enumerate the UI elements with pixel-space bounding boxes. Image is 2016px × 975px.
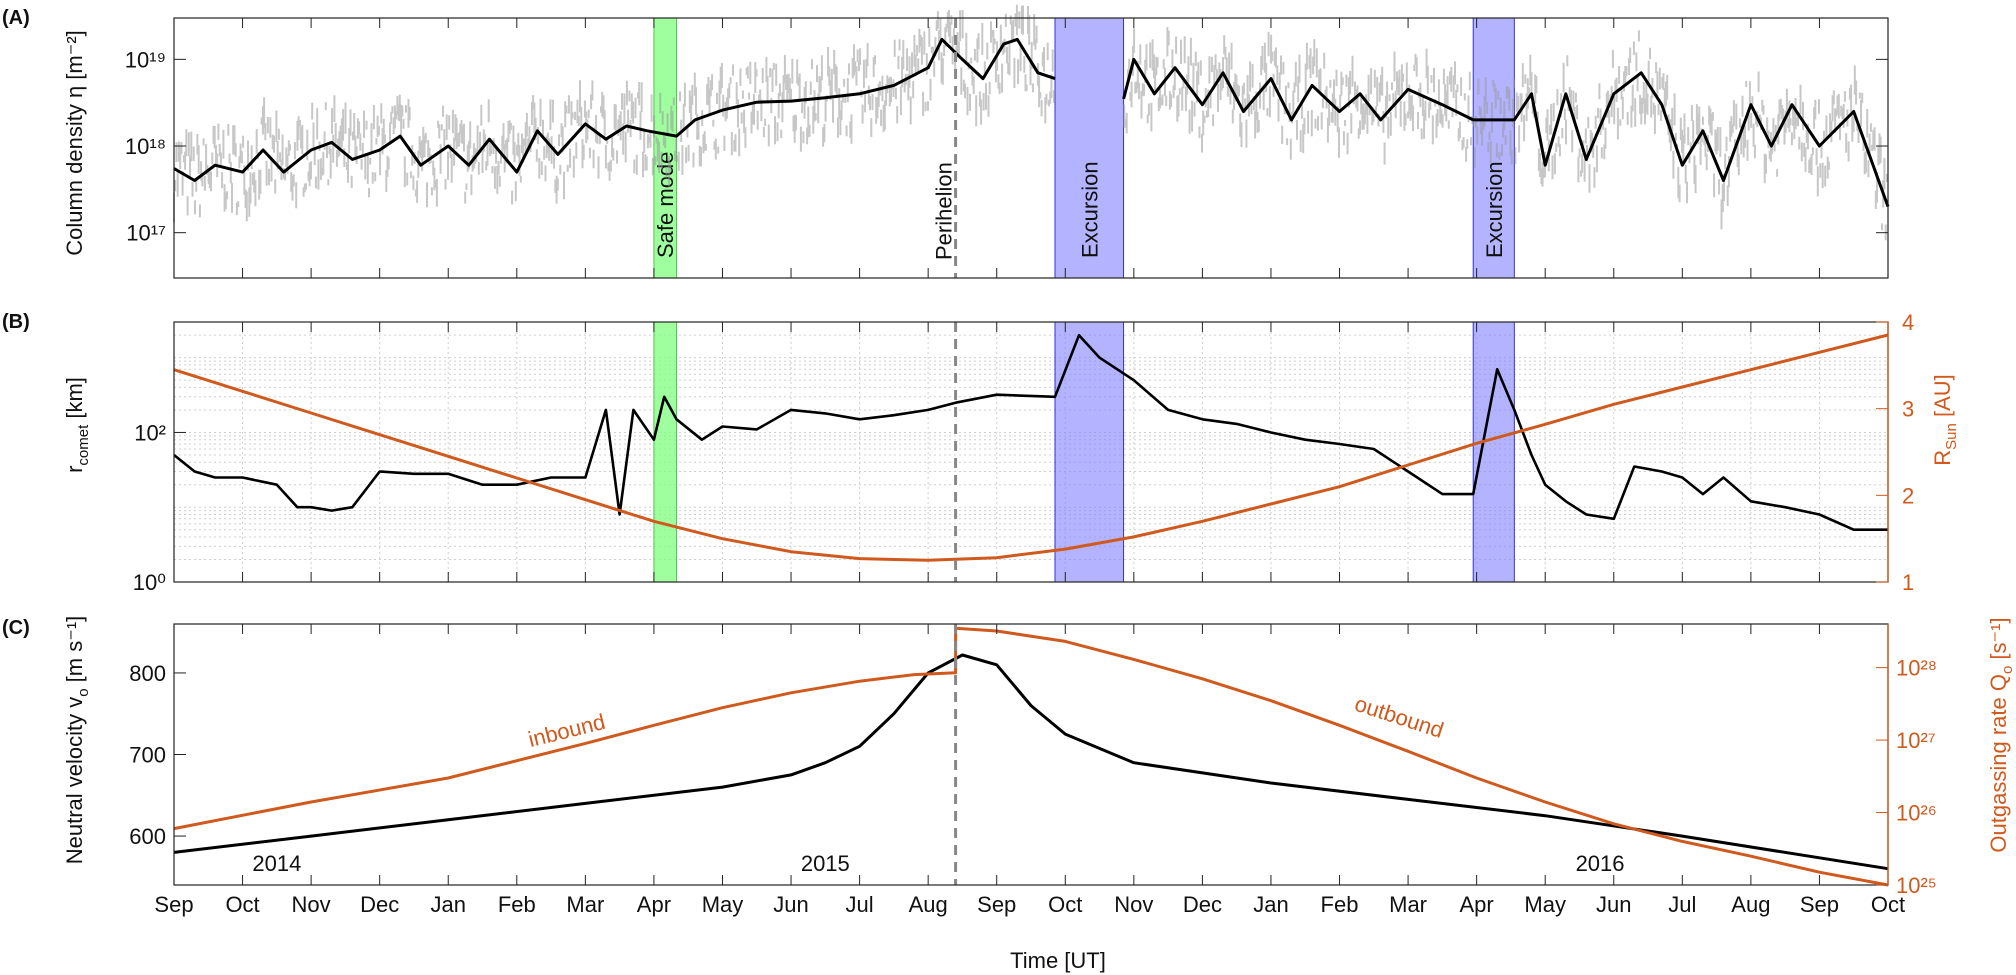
- panel-c-tag: (C): [2, 617, 30, 639]
- excursion-label-1: Excursion: [1077, 161, 1102, 258]
- y-right-tick-label: 10²⁶: [1896, 801, 1937, 826]
- excursion-label-2: Excursion: [1482, 161, 1507, 258]
- panel-a: Safe mode Excursion Excursion Perihelion 1…: [62, 4, 1890, 279]
- panel-c-ylabel-left: Neutral velocity vo [m s⁻¹]: [62, 616, 92, 865]
- column-density-scatter: [173, 4, 1888, 241]
- panel-b-ylabel-right: RSun [AU]: [1930, 374, 1960, 466]
- y-right-tick-label: 2: [1902, 483, 1914, 508]
- y-tick-label: 10¹⁹: [125, 47, 166, 72]
- excursion-band-2: [1472, 17, 1515, 279]
- x-tick-label: Jan: [430, 892, 465, 917]
- sun-distance-line: [173, 333, 1889, 562]
- x-tick-label: Jun: [773, 892, 808, 917]
- axes-frame: [173, 17, 1889, 279]
- x-tick-label: Dec: [360, 892, 399, 917]
- x-tick-label: Sep: [977, 892, 1016, 917]
- safe-mode-band: [653, 321, 678, 583]
- x-tick-label: Apr: [637, 892, 671, 917]
- y-tick-label: 600: [129, 824, 166, 849]
- x-tick-label: Oct: [1871, 892, 1905, 917]
- panel-a-ylabel: Column density η [m⁻²]: [62, 30, 87, 256]
- x-tick-label: Aug: [1731, 892, 1770, 917]
- x-tick-label: Sep: [154, 892, 193, 917]
- y-tick-label: 700: [129, 743, 166, 768]
- perihelion-label: Perihelion: [932, 162, 957, 260]
- x-tick-label: Jul: [846, 892, 874, 917]
- x-tick-label: Feb: [1321, 892, 1359, 917]
- axes-frame: [173, 623, 1889, 886]
- excursion-band-1: [1054, 321, 1125, 583]
- y-tick-label: 800: [129, 661, 166, 686]
- y-tick-label: 10²: [134, 420, 166, 445]
- y-right-tick-label: 4: [1902, 310, 1914, 335]
- x-tick-label: Mar: [566, 892, 604, 917]
- x-axis-label: Time [UT]: [1010, 948, 1106, 973]
- y-tick-label: 10¹⁷: [126, 221, 166, 246]
- y-right-tick-label: 10²⁸: [1896, 656, 1937, 681]
- x-tick-label: May: [702, 892, 744, 917]
- x-tick-label: Apr: [1460, 892, 1494, 917]
- year-label-2014: 2014: [252, 851, 301, 876]
- y-right-tick-label: 3: [1902, 397, 1914, 422]
- x-tick-label: Jan: [1253, 892, 1288, 917]
- panel-a-tag: (A): [2, 7, 30, 29]
- x-tick-label: May: [1524, 892, 1566, 917]
- x-tick-label: Nov: [1114, 892, 1153, 917]
- comet-distance-line: [173, 333, 1888, 531]
- x-tick-label: Sep: [1800, 892, 1839, 917]
- panel-c-ylabel-right: Outgassing rate Qo [s⁻¹]: [1986, 617, 2016, 852]
- excursion-band-2: [1472, 321, 1515, 583]
- neutral-velocity-line: [173, 653, 1889, 871]
- inbound-label: inbound: [526, 709, 608, 752]
- x-tick-label: Oct: [1048, 892, 1082, 917]
- panel-b: 10⁰ 10² 1 2 3 4 rcomet [km] RSun [AU]: [62, 310, 1960, 595]
- panel-b-ylabel-left: rcomet [km]: [62, 377, 92, 473]
- x-tick-label: Mar: [1389, 892, 1427, 917]
- x-tick-label: Aug: [909, 892, 948, 917]
- x-tick-label: Nov: [292, 892, 331, 917]
- y-right-tick-label: 1: [1902, 570, 1914, 595]
- column-density-line-1: [173, 37, 1056, 182]
- x-tick-label: Oct: [225, 892, 259, 917]
- y-tick-label: 10⁰: [133, 570, 166, 595]
- y-right-tick-label: 10²⁵: [1896, 873, 1937, 898]
- x-tick-label: Jul: [1668, 892, 1696, 917]
- x-tick-label: Jun: [1596, 892, 1631, 917]
- year-label-2016: 2016: [1576, 851, 1625, 876]
- x-tick-label: Dec: [1183, 892, 1222, 917]
- column-density-line-2: [1122, 57, 1890, 208]
- x-tick-label: Feb: [498, 892, 536, 917]
- panel-b-tag: (B): [2, 311, 30, 333]
- outgassing-rate-line: [173, 626, 1889, 887]
- y-tick-label: 10¹⁸: [125, 134, 166, 159]
- year-label-2015: 2015: [801, 851, 850, 876]
- y-right-tick-label: 10²⁷: [1896, 728, 1936, 753]
